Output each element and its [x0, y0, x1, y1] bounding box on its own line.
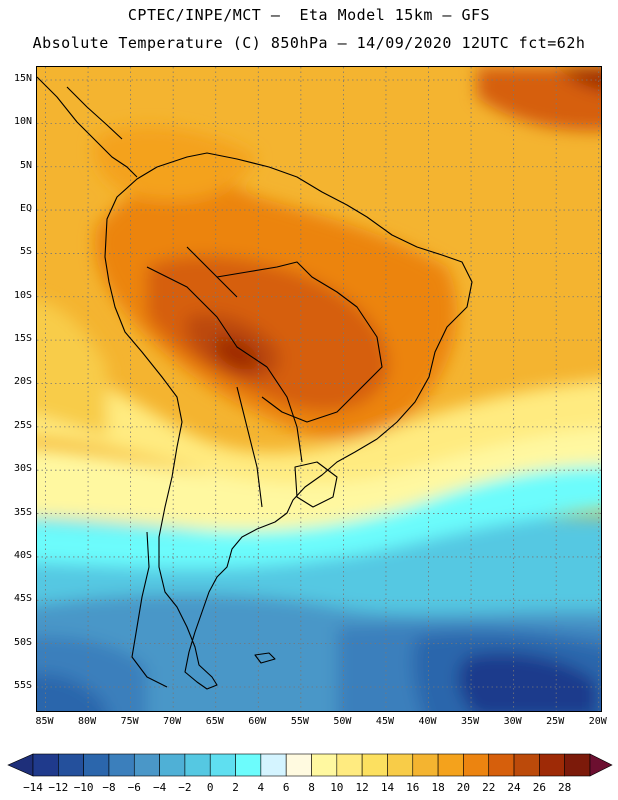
colorbar-swatch: [235, 753, 262, 777]
colorbar-over-arrow: [589, 753, 613, 777]
lat-tick-label: 10N: [13, 116, 32, 128]
colorbar-swatch: [83, 753, 110, 777]
colorbar-label: −10: [73, 781, 94, 794]
lat-tick-label: 5S: [19, 246, 32, 258]
lat-tick-label: 30S: [13, 463, 32, 475]
chart-title-line2: Absolute Temperature (C) 850hPa – 14/09/…: [32, 34, 586, 52]
lat-tick-label: 15N: [13, 73, 32, 84]
colorbar-label: −2: [178, 781, 192, 794]
colorbar-label: 20: [456, 781, 471, 794]
colorbar-swatch: [361, 753, 388, 777]
colorbar-label: 0: [206, 781, 214, 794]
field-blue-west-dark: [37, 673, 107, 711]
colorbar-swatch: [58, 753, 84, 777]
lon-tick-label: 45W: [375, 716, 394, 727]
colorbar-label: −14: [23, 781, 43, 794]
lon-tick-label: 75W: [120, 716, 139, 727]
colorbar-swatch: [488, 753, 515, 777]
lat-tick-label: 25S: [13, 419, 32, 431]
field-dark-orange: [147, 256, 389, 412]
lat-tick-label: 10S: [13, 289, 32, 301]
colorbar-label: 14: [380, 781, 395, 794]
colorbar-label: −4: [152, 781, 167, 794]
lon-tick-label: 60W: [248, 716, 267, 727]
lat-tick-label: 5N: [19, 159, 32, 171]
colorbar-label: 18: [431, 781, 445, 794]
map-canvas: [37, 67, 601, 711]
colorbar-label: 2: [232, 781, 239, 794]
lon-tick-label: 65W: [205, 716, 224, 727]
colorbar-swatch: [311, 753, 338, 777]
temperature-map: [36, 66, 602, 712]
colorbar-label: 12: [355, 781, 369, 794]
colorbar-label: −8: [102, 781, 116, 794]
lat-tick-label: 15S: [13, 333, 32, 345]
lon-tick-label: 25W: [546, 716, 565, 727]
lon-tick-label: 85W: [35, 716, 54, 727]
field-yellow: [37, 354, 601, 484]
lon-tick-label: 50W: [333, 716, 352, 727]
lat-tick-label: 40S: [13, 549, 32, 561]
colorbar-swatch: [513, 753, 540, 777]
colorbar-swatch: [387, 753, 414, 777]
colorbar-label: −12: [48, 781, 69, 794]
field-hottest: [215, 336, 259, 370]
colorbar-swatch: [463, 753, 490, 777]
colorbar-label: 8: [308, 781, 315, 794]
colorbar-swatch: [108, 753, 135, 777]
colorbar-swatch: [285, 753, 312, 777]
colorbar-label: 22: [482, 781, 496, 794]
colorbar-swatch: [184, 753, 211, 777]
lon-tick-label: 35W: [461, 716, 480, 727]
field-pacific-west: [37, 299, 107, 437]
colorbar-swatch: [260, 753, 287, 777]
color-scale-bar: [7, 753, 613, 777]
field-ne-warm: [477, 67, 601, 131]
field-darkest-blue: [458, 653, 597, 711]
lat-tick-label: 45S: [13, 593, 32, 605]
colorbar-swatch: [159, 753, 186, 777]
chart-title-line1: CPTEC/INPE/MCT – Eta Model 15km – GFS: [127, 6, 491, 24]
colorbar-under-arrow: [7, 753, 34, 777]
lon-tick-label: 55W: [290, 716, 309, 727]
inner-borders: [146, 246, 303, 508]
colorbar-label: −6: [127, 781, 141, 794]
uruguay-outline: [294, 461, 338, 508]
falkland-islands: [254, 652, 276, 664]
colorbar-label: 10: [330, 781, 344, 794]
brazil-border: [216, 261, 383, 423]
lon-tick-label: 80W: [78, 716, 97, 727]
colorbar-label: 16: [406, 781, 420, 794]
lat-tick-label: 35S: [13, 506, 32, 518]
colorbar-label: 28: [558, 781, 572, 794]
lat-tick-label: 20S: [13, 376, 32, 388]
colorbar-swatch: [412, 753, 439, 777]
lon-tick-label: 40W: [418, 716, 437, 727]
colorbar-swatch: [539, 753, 565, 777]
colorbar-swatch: [209, 753, 236, 777]
field-orange-north: [94, 126, 257, 201]
lat-tick-label: EQ: [19, 203, 32, 215]
colorbar-label: 24: [507, 781, 521, 794]
lon-tick-label: 30W: [503, 716, 522, 727]
colorbar-swatch: [437, 753, 464, 777]
lat-tick-label: 55S: [13, 679, 32, 691]
colorbar-swatch: [133, 753, 160, 777]
south-america-coastline: [104, 152, 473, 690]
lat-tick-label: 50S: [13, 636, 32, 648]
field-ne-hot: [557, 67, 601, 91]
colorbar-swatch: [336, 753, 363, 777]
colorbar-swatch: [32, 753, 59, 777]
colorbar-label: 4: [257, 781, 265, 794]
chile-coast: [131, 531, 168, 688]
lon-tick-label: 70W: [163, 716, 182, 727]
coastline-outlines: [37, 76, 473, 690]
colorbar-label: 6: [282, 781, 290, 794]
lon-tick-label: 20W: [588, 716, 607, 727]
colorbar-swatch: [564, 753, 591, 777]
colorbar-label: 26: [532, 781, 546, 794]
central-america-coastline: [37, 76, 138, 178]
